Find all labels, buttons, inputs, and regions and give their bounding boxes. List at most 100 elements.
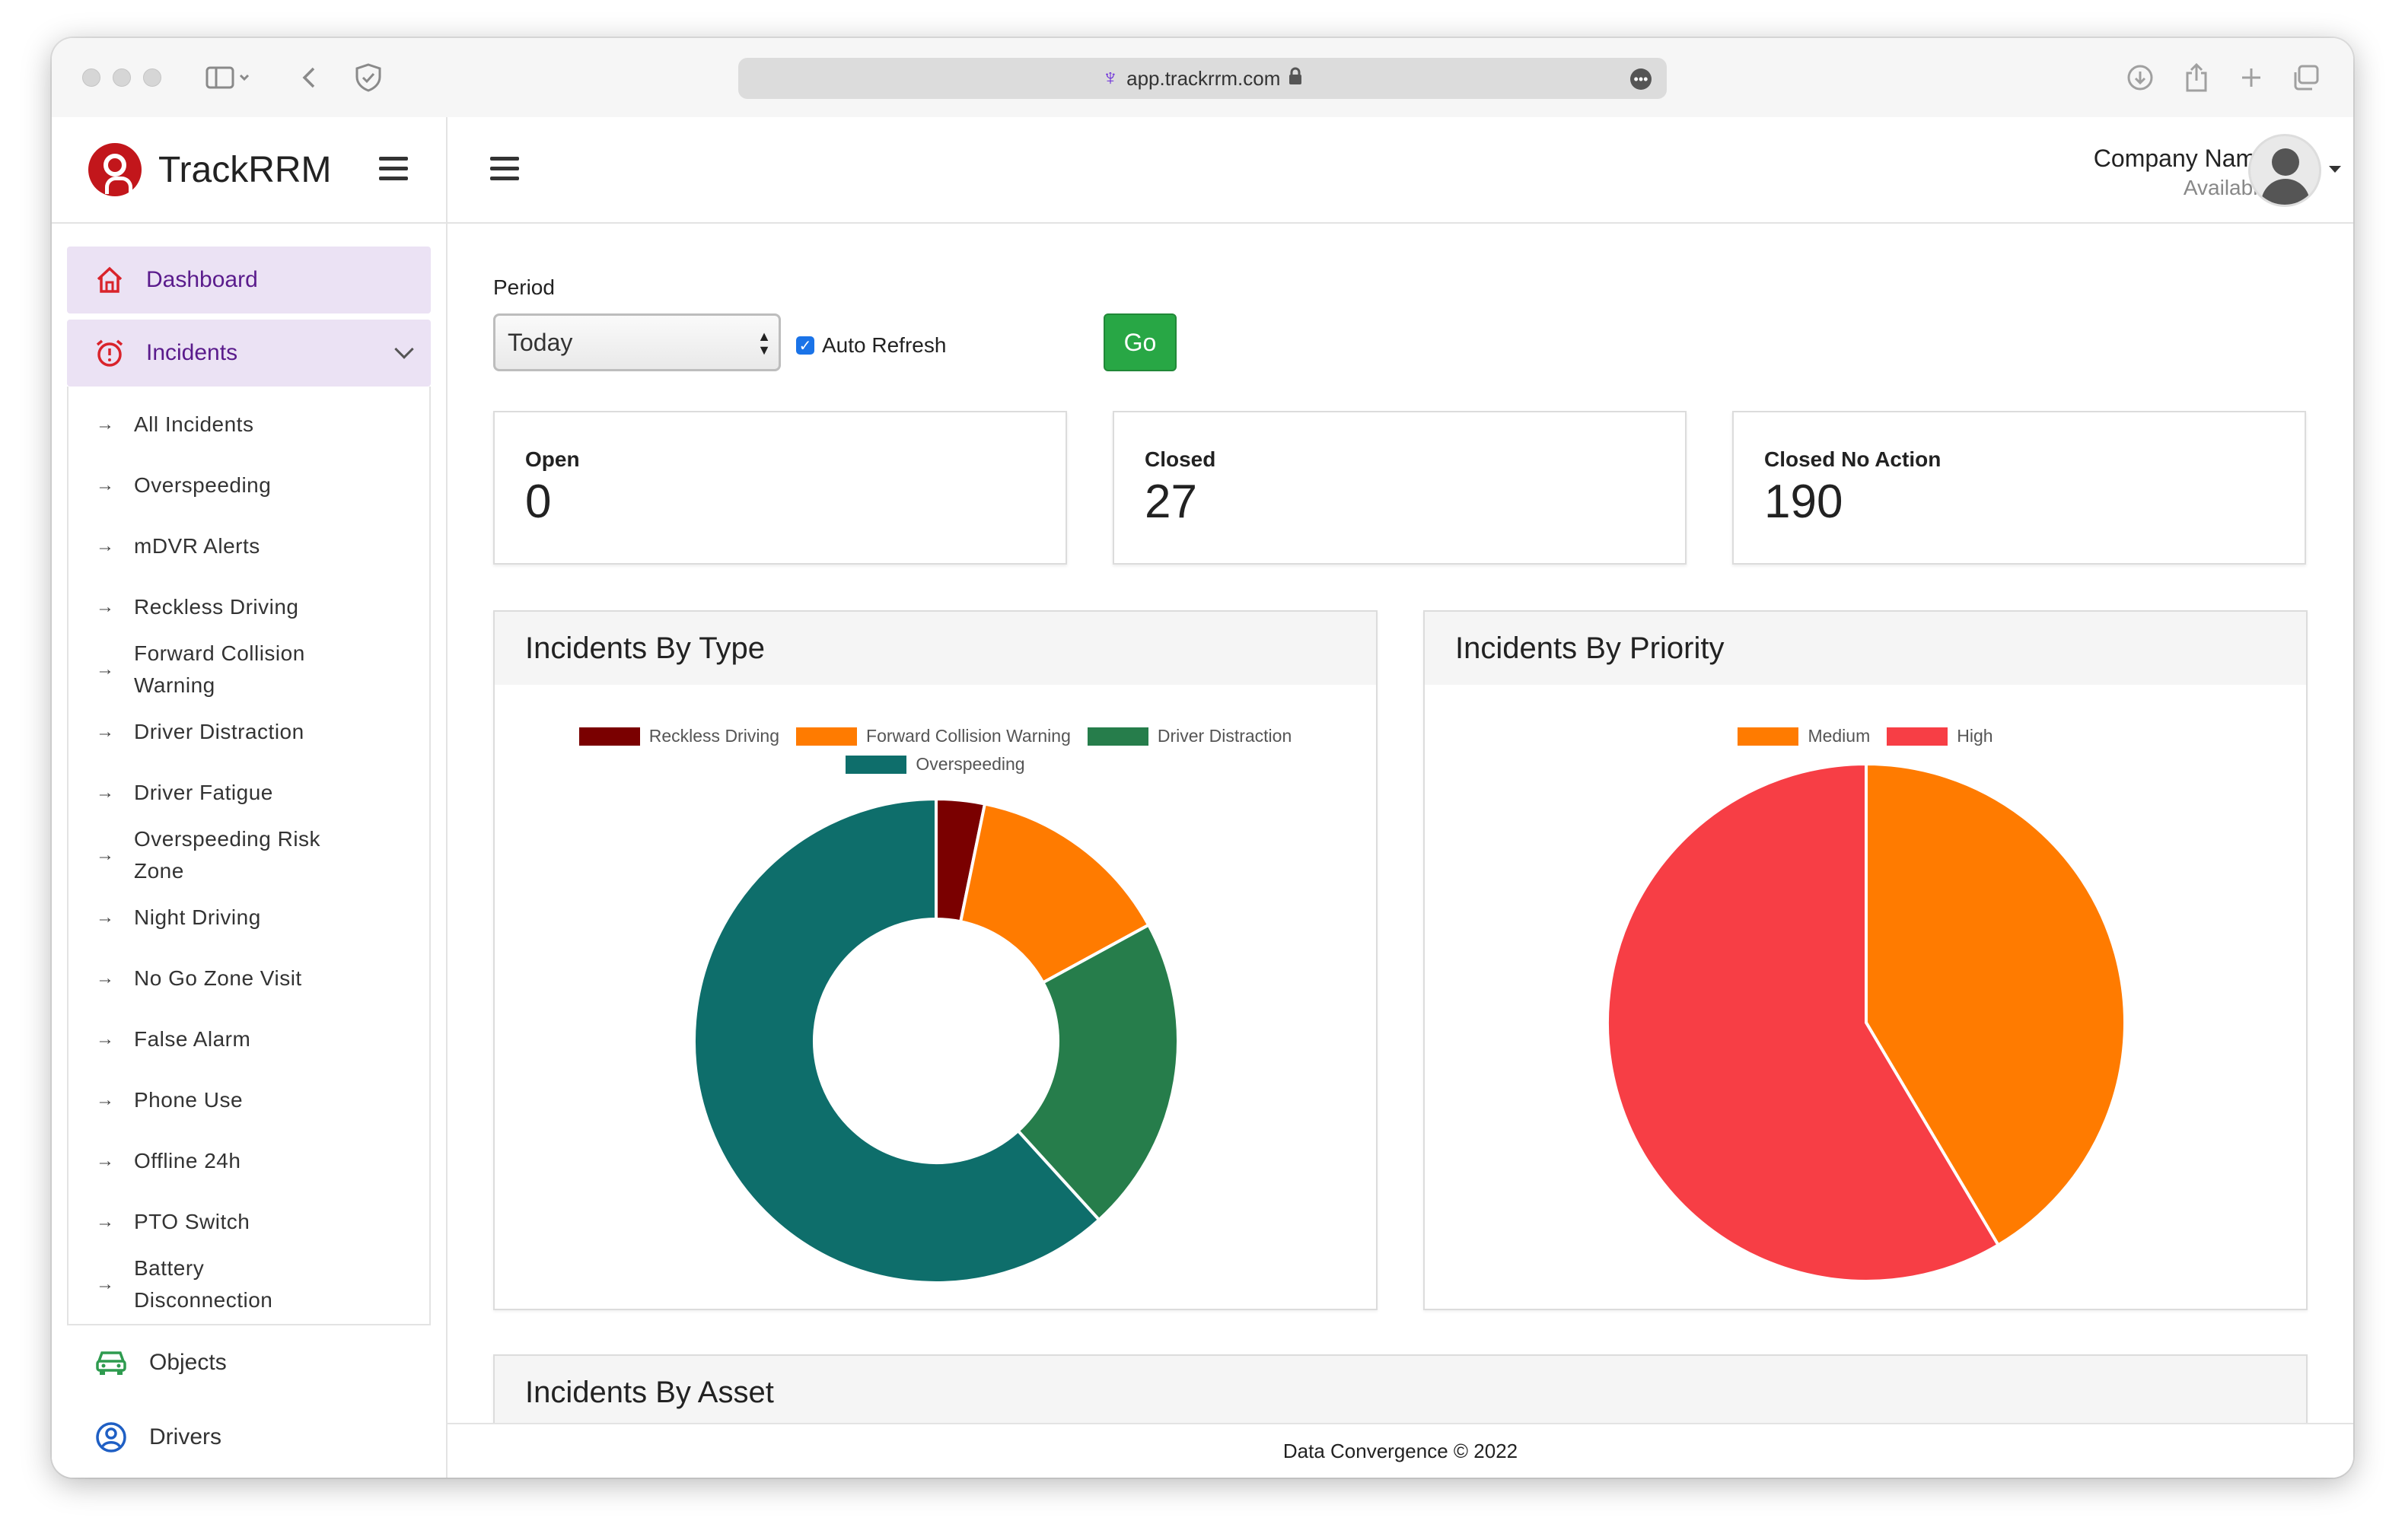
sidebar-subitem-battery-disconnection[interactable]: → Battery Disconnection — [68, 1252, 429, 1316]
card-title: Incidents By Priority — [1425, 612, 2306, 685]
legend-item[interactable]: Forward Collision Warning — [796, 726, 1071, 746]
auto-refresh-checkbox[interactable]: ✓ — [796, 336, 814, 355]
incidents-by-priority-chart — [1606, 762, 2126, 1283]
sidebar-subitem-false-alarm[interactable]: → False Alarm — [68, 1009, 429, 1070]
user-status: Available — [2183, 176, 2270, 199]
arrow-right-icon: → — [96, 782, 115, 803]
site-favicon-icon: ♆ — [1101, 65, 1120, 91]
sidebar-subitem-overspeeding[interactable]: → Overspeeding — [68, 455, 429, 516]
sidebar-subitem-pto-switch[interactable]: → PTO Switch — [68, 1192, 429, 1252]
arrow-right-icon: → — [96, 414, 115, 434]
chevron-down-icon — [394, 339, 414, 359]
url-text: app.trackrrm.com — [1126, 66, 1281, 90]
arrow-right-icon: → — [96, 475, 115, 495]
car-icon — [94, 1346, 128, 1379]
sidebar-item-drivers[interactable]: Drivers — [67, 1400, 431, 1475]
new-tab-icon[interactable] — [2233, 59, 2270, 96]
auto-refresh-label: Auto Refresh — [822, 333, 947, 357]
arrow-right-icon: → — [96, 1150, 115, 1171]
pie-slice-medium[interactable] — [1865, 762, 2126, 1248]
sidebar-item-dashboard[interactable]: Dashboard — [67, 247, 431, 313]
legend-swatch — [578, 727, 640, 746]
caret-down-icon[interactable] — [2329, 166, 2341, 173]
address-bar[interactable]: ♆ app.trackrrm.com ••• — [738, 58, 1667, 99]
trackrrm-logo-icon — [88, 143, 142, 196]
sidebar-subitem-label: All Incidents — [134, 412, 254, 436]
sidebar-subitem-label: mDVR Alerts — [134, 534, 260, 558]
sidebar-item-objects[interactable]: Objects — [67, 1325, 431, 1400]
legend-label: Forward Collision Warning — [866, 726, 1071, 746]
footer: Data Convergence © 2022 — [448, 1423, 2353, 1478]
legend-item[interactable]: Overspeeding — [846, 754, 1025, 775]
minimize-window-button[interactable] — [113, 68, 131, 87]
stat-value: 27 — [1145, 476, 1197, 528]
pie-slice-overspeeding[interactable] — [693, 797, 1101, 1284]
pie-slice-high[interactable] — [1606, 762, 2001, 1283]
share-icon[interactable] — [2178, 59, 2215, 96]
sidebar-item-incidents[interactable]: Incidents — [67, 320, 431, 387]
auto-refresh-toggle[interactable]: ✓ Auto Refresh — [796, 333, 946, 358]
sidebar-subitem-overspeeding-risk-zone[interactable]: → Overspeeding Risk Zone — [68, 823, 429, 887]
sidebar-subitem-no-go-zone-visit[interactable]: → No Go Zone Visit — [68, 948, 429, 1009]
sidebar-subitem-mdvr-alerts[interactable]: → mDVR Alerts — [68, 516, 429, 577]
back-icon[interactable] — [294, 59, 324, 96]
brand: TrackRRM — [52, 117, 446, 224]
arrow-right-icon: → — [96, 1090, 115, 1110]
menu-toggle-button[interactable] — [490, 157, 519, 180]
legend-item[interactable]: Reckless Driving — [578, 726, 779, 746]
sidebar-subitem-all-incidents[interactable]: → All Incidents — [68, 394, 429, 455]
stat-value: 190 — [1764, 476, 1843, 528]
arrow-right-icon: → — [96, 659, 115, 679]
pie-slice-driver-distraction[interactable] — [1015, 922, 1180, 1223]
period-select[interactable]: Today ▲ ▼ — [493, 313, 781, 371]
brand-name: TrackRRM — [158, 149, 332, 190]
window-controls — [82, 68, 161, 87]
legend-item[interactable]: Driver Distraction — [1087, 726, 1292, 746]
incidents-by-type-card: Incidents By Type Reckless Driving Forwar… — [493, 610, 1378, 1310]
sidebar-subitem-driver-fatigue[interactable]: → Driver Fatigue — [68, 762, 429, 823]
arrow-right-icon: → — [96, 1029, 115, 1049]
select-arrows-icon: ▲ ▼ — [757, 329, 771, 358]
close-window-button[interactable] — [82, 68, 100, 87]
pie-slice-forward-collision-warning[interactable] — [958, 802, 1151, 985]
browser-window: ♆ app.trackrrm.com ••• TrackRRM — [52, 38, 2353, 1478]
card-title: Incidents By Type — [495, 612, 1376, 685]
legend-label: Driver Distraction — [1157, 726, 1292, 746]
alarm-clock-icon — [94, 338, 125, 368]
zoom-window-button[interactable] — [143, 68, 161, 87]
more-options-icon[interactable]: ••• — [1630, 68, 1652, 90]
avatar[interactable] — [2248, 134, 2321, 207]
top-bar: Company Name Available — [448, 117, 2353, 224]
download-icon[interactable] — [2122, 59, 2158, 96]
incidents-by-priority-card: Incidents By Priority Medium High — [1423, 610, 2308, 1310]
period-label: Period — [493, 275, 555, 299]
sidebar-item-label: Incidents — [146, 340, 238, 365]
sidebar-subitem-driver-distraction[interactable]: → Driver Distraction — [68, 702, 429, 762]
shield-icon[interactable] — [350, 59, 387, 96]
sidebar-collapse-button[interactable] — [379, 157, 408, 180]
legend-swatch — [1887, 727, 1948, 746]
sidebar-subitem-phone-use[interactable]: → Phone Use — [68, 1070, 429, 1131]
sidebar-subitem-label: Offline 24h — [134, 1149, 241, 1172]
main-content: Company Name Available Period Today ▲ ▼ ✓… — [448, 117, 2353, 1478]
user-info[interactable]: Company Name Available — [2094, 145, 2270, 200]
sidebar-subitem-label: Reckless Driving — [134, 595, 299, 619]
sidebar-toggle-icon[interactable] — [198, 59, 259, 96]
sidebar-subitem-offline-24h[interactable]: → Offline 24h — [68, 1131, 429, 1192]
arrow-right-icon: → — [96, 1274, 115, 1294]
chart-legend: Reckless Driving Forward Collision Warnin… — [495, 726, 1376, 775]
sidebar-subitem-forward-collision-warning[interactable]: → Forward Collision Warning — [68, 638, 429, 702]
legend-label: Medium — [1808, 726, 1871, 746]
sidebar-subitem-reckless-driving[interactable]: → Reckless Driving — [68, 577, 429, 638]
stat-card-closed: Closed 27 — [1113, 411, 1687, 565]
stat-label: Open — [525, 447, 580, 471]
legend-item[interactable]: High — [1887, 726, 1993, 746]
sidebar-item-label: Drivers — [149, 1424, 221, 1449]
sidebar-subitem-label: Night Driving — [134, 905, 261, 929]
sidebar-subitem-night-driving[interactable]: → Night Driving — [68, 887, 429, 948]
sidebar-subitem-label: Overspeeding Risk Zone — [134, 827, 321, 883]
go-button[interactable]: Go — [1104, 313, 1177, 371]
sidebar-subitem-label: Forward Collision Warning — [134, 641, 305, 697]
legend-item[interactable]: Medium — [1738, 726, 1870, 746]
tab-overview-icon[interactable] — [2288, 59, 2324, 96]
